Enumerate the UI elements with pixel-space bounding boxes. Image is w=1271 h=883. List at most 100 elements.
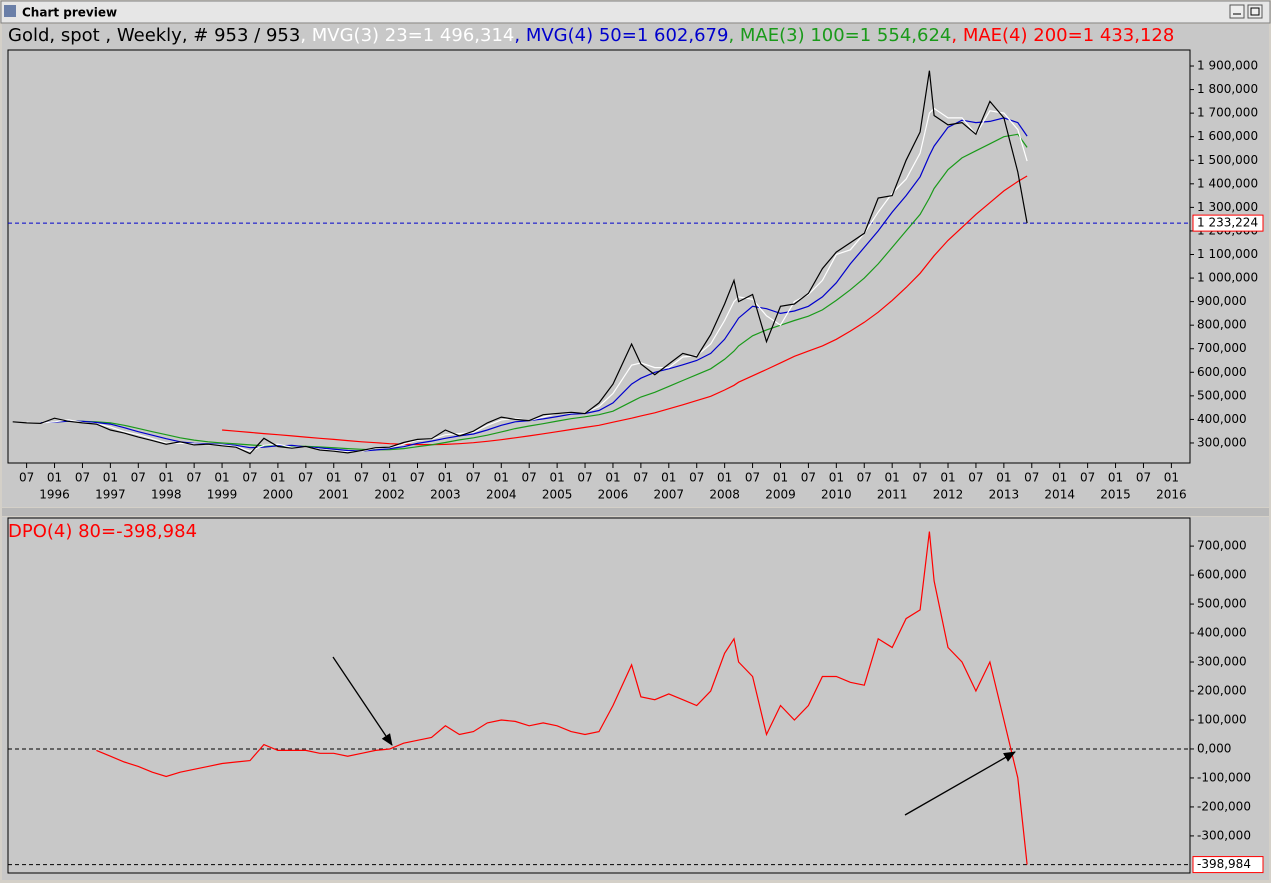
y-tick-label: 400,000 xyxy=(1197,626,1247,640)
year-label: 1999 xyxy=(207,488,238,502)
year-label: 1998 xyxy=(151,488,182,502)
legend-entry: , MAE(3) 100=1 554,624 xyxy=(728,25,951,46)
x-tick-label: 01 xyxy=(270,471,285,485)
y-tick-label: 1 300,000 xyxy=(1197,200,1258,214)
minimize-button[interactable] xyxy=(1229,4,1245,19)
y-tick-label: 0,000 xyxy=(1197,741,1231,755)
x-tick-label: 01 xyxy=(47,471,62,485)
annotation-arrow xyxy=(332,656,393,746)
year-label: 2001 xyxy=(318,488,349,502)
series-line xyxy=(222,175,1028,446)
y-tick-label: 1 100,000 xyxy=(1197,247,1258,261)
x-tick-label: 07 xyxy=(1080,471,1095,485)
year-label: 2010 xyxy=(821,488,852,502)
y-tick-label: 1 000,000 xyxy=(1197,271,1258,285)
y-tick-label: 200,000 xyxy=(1197,684,1247,698)
y-tick-label: 300,000 xyxy=(1197,655,1247,669)
x-tick-label: 01 xyxy=(996,471,1011,485)
y-tick-label: -300,000 xyxy=(1197,828,1251,842)
year-label: 2015 xyxy=(1100,488,1131,502)
last-value-label: 1 233,224 xyxy=(1197,216,1258,230)
x-tick-label: 07 xyxy=(466,471,481,485)
maximize-icon xyxy=(1250,7,1260,16)
plot-area xyxy=(7,49,1191,464)
legend-entry: , MAE(4) 200=1 433,128 xyxy=(951,25,1174,46)
y-tick-label: 600,000 xyxy=(1197,365,1247,379)
y-tick-label: 400,000 xyxy=(1197,412,1247,426)
x-tick-label: 01 xyxy=(940,471,955,485)
window-icon xyxy=(4,5,16,17)
y-tick-label: 800,000 xyxy=(1197,318,1247,332)
x-tick-label: 07 xyxy=(577,471,592,485)
y-tick-label: 500,000 xyxy=(1197,388,1247,402)
y-tick-label: 1 600,000 xyxy=(1197,129,1258,143)
year-label: 2006 xyxy=(598,488,629,502)
x-tick-label: 01 xyxy=(1164,471,1179,485)
y-tick-label: 700,000 xyxy=(1197,539,1247,553)
year-label: 2013 xyxy=(989,488,1020,502)
last-value-label: -398,984 xyxy=(1197,857,1251,871)
year-label: 1996 xyxy=(39,488,70,502)
x-tick-label: 07 xyxy=(801,471,816,485)
year-label: 2011 xyxy=(877,488,908,502)
x-tick-label: 01 xyxy=(605,471,620,485)
y-tick-label: -100,000 xyxy=(1197,770,1251,784)
x-tick-label: 01 xyxy=(1052,471,1067,485)
last-value-box xyxy=(1192,856,1264,874)
y-tick-label: 1 500,000 xyxy=(1197,153,1258,167)
x-tick-label: 01 xyxy=(214,471,229,485)
x-tick-label: 01 xyxy=(382,471,397,485)
title-bar xyxy=(0,0,1271,24)
y-tick-label: 700,000 xyxy=(1197,341,1247,355)
x-tick-label: 07 xyxy=(187,471,202,485)
x-tick-label: 01 xyxy=(438,471,453,485)
legend-entry: , MVG(4) 50=1 602,679 xyxy=(514,25,728,46)
x-tick-label: 07 xyxy=(522,471,537,485)
x-tick-label: 01 xyxy=(494,471,509,485)
chart-header: DPO(4) 80=-398,984 xyxy=(8,521,197,542)
x-tick-label: 07 xyxy=(75,471,90,485)
y-tick-label: 1 900,000 xyxy=(1197,59,1258,73)
y-tick-label: 300,000 xyxy=(1197,435,1247,449)
x-tick-label: 01 xyxy=(549,471,564,485)
y-tick-label: 900,000 xyxy=(1197,294,1247,308)
x-tick-label: 07 xyxy=(857,471,872,485)
maximize-button[interactable] xyxy=(1247,4,1263,19)
plot-layer: 300,000 400,000 500,000 600,000 700,000 800,0… xyxy=(7,25,1264,874)
y-tick-label: 1 700,000 xyxy=(1197,106,1258,120)
year-label: 2004 xyxy=(486,488,517,502)
legend-entry: DPO(4) 80=-398,984 xyxy=(8,521,197,542)
legend-entry: , MVG(3) 23=1 496,314 xyxy=(300,25,514,46)
y-tick-label: 500,000 xyxy=(1197,597,1247,611)
y-tick-label: 1 800,000 xyxy=(1197,82,1258,96)
x-tick-label: 01 xyxy=(326,471,341,485)
year-label: 2014 xyxy=(1044,488,1075,502)
x-tick-label: 01 xyxy=(717,471,732,485)
y-tick-label: 1 400,000 xyxy=(1197,176,1258,190)
splitter[interactable] xyxy=(2,508,1269,516)
y-tick-label: 100,000 xyxy=(1197,712,1247,726)
price-line xyxy=(12,70,1028,455)
x-tick-label: 07 xyxy=(912,471,927,485)
x-tick-label: 01 xyxy=(103,471,118,485)
x-tick-label: 07 xyxy=(633,471,648,485)
year-label: 2003 xyxy=(430,488,461,502)
year-label: 2000 xyxy=(263,488,294,502)
x-tick-label: 07 xyxy=(1136,471,1151,485)
y-tick-label: 600,000 xyxy=(1197,568,1247,582)
x-tick-label: 07 xyxy=(745,471,760,485)
year-label: 2009 xyxy=(765,488,796,502)
x-tick-label: 07 xyxy=(354,471,369,485)
year-label: 2007 xyxy=(654,488,685,502)
x-tick-label: 01 xyxy=(159,471,174,485)
y-tick-label: -200,000 xyxy=(1197,799,1251,813)
x-tick-label: 07 xyxy=(1024,471,1039,485)
series-line xyxy=(96,531,1028,865)
year-label: 1997 xyxy=(95,488,126,502)
x-tick-label: 01 xyxy=(829,471,844,485)
x-tick-label: 07 xyxy=(689,471,704,485)
year-label: 2012 xyxy=(933,488,964,502)
x-tick-label: 01 xyxy=(1108,471,1123,485)
window-title: Chart preview xyxy=(22,6,117,20)
